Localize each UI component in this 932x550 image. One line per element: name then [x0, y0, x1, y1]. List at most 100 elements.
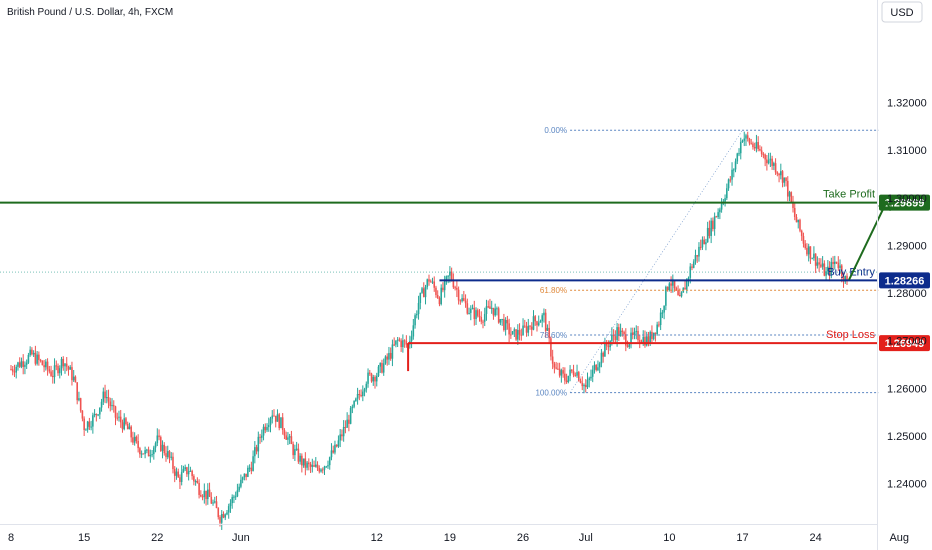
candle-body	[816, 262, 819, 266]
candle-body	[806, 247, 808, 255]
candle-body	[234, 496, 237, 498]
candle-body	[24, 364, 26, 367]
candle-body	[278, 414, 281, 429]
currency-button[interactable]: USD	[881, 1, 923, 23]
candle-body	[443, 279, 446, 291]
candle-body	[222, 514, 225, 518]
candle-body	[463, 298, 465, 301]
candle-body	[699, 246, 702, 248]
candle-body	[412, 325, 415, 337]
candle-body	[189, 470, 192, 472]
candle-body	[248, 467, 251, 469]
candle-body	[186, 467, 188, 475]
candle-body	[360, 395, 362, 397]
y-tick-label: 1.31000	[887, 145, 927, 157]
candle-body	[144, 450, 146, 455]
candle-body	[168, 451, 171, 458]
candle-body	[586, 379, 589, 388]
candle-body	[198, 482, 200, 495]
candle-body	[564, 373, 566, 381]
candle-body	[388, 353, 390, 360]
candle-body	[530, 326, 533, 330]
candle-body	[454, 287, 456, 289]
candle-body	[652, 332, 655, 339]
candle-body	[163, 444, 166, 454]
candle-body	[565, 380, 568, 383]
candle-body	[428, 279, 430, 282]
stop-loss-price-text: 1.26949	[885, 338, 925, 350]
candle-body	[297, 448, 300, 462]
candle-body	[579, 380, 582, 383]
candle-body	[558, 368, 561, 376]
candle-body	[557, 368, 559, 370]
candle-body	[414, 315, 416, 326]
candle-body	[497, 308, 500, 323]
candle-body	[679, 295, 681, 297]
candle-body	[466, 303, 469, 314]
candle-body	[330, 450, 333, 458]
candle-body	[713, 216, 716, 230]
candle-body	[60, 358, 63, 369]
candle-body	[684, 287, 686, 290]
candle-body	[342, 426, 345, 437]
candle-body	[58, 368, 61, 374]
candle-body	[665, 286, 667, 306]
candle-body	[365, 383, 368, 390]
candle-body	[844, 275, 847, 282]
candle-body	[739, 141, 742, 154]
candle-body	[85, 429, 87, 431]
candle-body	[821, 263, 824, 267]
candle-body	[494, 308, 496, 316]
candle-body	[753, 147, 756, 149]
candle-body	[708, 227, 711, 236]
candle-body	[584, 384, 587, 388]
candle-body	[769, 158, 772, 161]
candle-body	[215, 501, 218, 509]
candle-body	[276, 414, 279, 422]
candle-body	[571, 369, 573, 372]
fib-level-label: 78.60%	[540, 331, 567, 340]
candle-body	[518, 329, 521, 335]
candle-body	[800, 230, 803, 237]
candle-body	[20, 361, 23, 367]
candle-body	[210, 496, 213, 504]
candle-body	[367, 372, 369, 384]
candle-body	[48, 369, 51, 372]
candle-body	[177, 471, 179, 478]
stop-loss-price-tag	[879, 335, 930, 352]
candle-body	[732, 169, 735, 171]
candle-body	[349, 408, 352, 424]
candle-body	[793, 207, 796, 218]
candle-body	[283, 430, 286, 436]
candle-body	[645, 336, 648, 346]
candle-body	[86, 421, 89, 430]
candle-body	[114, 406, 117, 418]
candle-body	[128, 426, 131, 430]
candle-body	[543, 312, 545, 316]
candle-body	[752, 143, 754, 148]
candle-body	[362, 391, 364, 397]
candle-body	[79, 398, 82, 411]
candle-body	[834, 261, 836, 265]
candle-body	[356, 394, 359, 399]
candle-body	[17, 362, 19, 367]
candle-body	[38, 354, 40, 360]
candle-body	[537, 322, 540, 326]
candle-body	[287, 437, 289, 440]
candle-body	[696, 255, 699, 257]
candle-body	[523, 325, 526, 327]
candle-body	[675, 288, 678, 291]
x-tick-label: 22	[151, 532, 163, 544]
candle-body	[685, 279, 688, 290]
candle-body	[750, 143, 753, 145]
candle-body	[339, 434, 341, 441]
candle-body	[410, 336, 413, 342]
y-tick-label: 1.30000	[887, 193, 927, 205]
candle-body	[405, 341, 408, 345]
candle-body	[32, 352, 35, 355]
candle-body	[828, 266, 831, 275]
candle-body	[346, 419, 348, 428]
candle-body	[832, 261, 834, 265]
candle-body	[187, 471, 190, 475]
